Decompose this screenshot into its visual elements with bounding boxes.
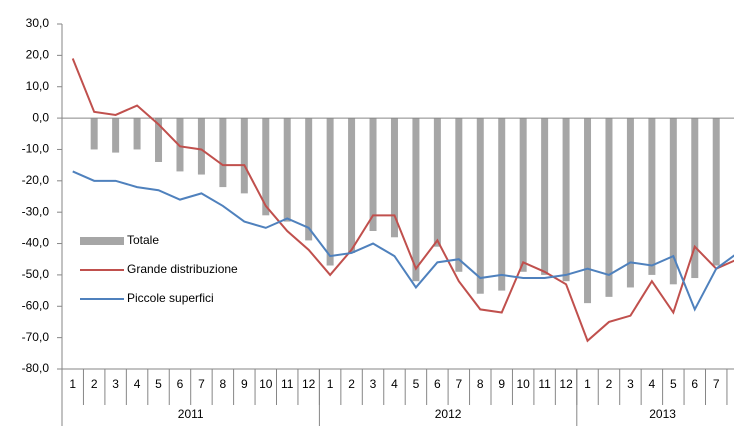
- x-tick-label: 9: [498, 377, 505, 391]
- y-tick-label: 30,0: [26, 16, 50, 30]
- bar: [541, 118, 549, 275]
- group-label: 2012: [435, 407, 462, 421]
- y-tick-label: -10,0: [22, 142, 50, 156]
- x-tick-label: 6: [691, 377, 698, 391]
- group-label: 2013: [649, 407, 676, 421]
- bar: [90, 118, 98, 150]
- x-tick-label: 1: [584, 377, 591, 391]
- bar: [133, 118, 141, 150]
- legend-label: Totale: [127, 233, 159, 247]
- x-tick-label: 2: [91, 377, 98, 391]
- x-tick-label: 12: [559, 377, 573, 391]
- bar: [712, 118, 720, 266]
- y-tick-label: -70,0: [22, 330, 50, 344]
- x-tick-label: 10: [516, 377, 530, 391]
- bar: [219, 118, 227, 188]
- line: [71, 58, 734, 343]
- bar: [369, 118, 377, 231]
- x-tick-label: 5: [155, 377, 162, 391]
- bar: [455, 118, 463, 272]
- x-tick-label: 5: [670, 377, 677, 391]
- bar: [669, 118, 677, 285]
- legend-label: Grande distribuzione: [127, 262, 238, 276]
- x-tick-label: 4: [134, 377, 141, 391]
- x-tick-label: 2: [606, 377, 613, 391]
- y-tick-label: -40,0: [22, 236, 50, 250]
- x-tick-label: 7: [713, 377, 720, 391]
- x-tick-label: 10: [259, 377, 273, 391]
- x-tick-label: 8: [220, 377, 227, 391]
- bar: [433, 118, 441, 247]
- x-tick-label: 9: [241, 377, 248, 391]
- y-tick-label: -20,0: [22, 173, 50, 187]
- y-tick-label: -50,0: [22, 267, 50, 281]
- y-tick-label: -30,0: [22, 204, 50, 218]
- bar: [262, 118, 270, 216]
- x-tick-label: 7: [198, 377, 205, 391]
- x-tick-label: 2: [348, 377, 355, 391]
- y-tick-label: 20,0: [26, 48, 50, 62]
- legend-swatch: [80, 237, 124, 245]
- y-tick-label: -80,0: [22, 361, 50, 375]
- bar: [197, 118, 205, 175]
- x-tick-label: 7: [455, 377, 462, 391]
- y-tick-label: -60,0: [22, 298, 50, 312]
- x-tick-label: 4: [391, 377, 398, 391]
- x-tick-label: 5: [413, 377, 420, 391]
- bar: [390, 118, 398, 238]
- bar: [648, 118, 656, 275]
- bar: [498, 118, 506, 291]
- line: [72, 170, 734, 312]
- x-tick-label: 6: [177, 377, 184, 391]
- bar: [326, 118, 334, 266]
- bar: [112, 118, 120, 153]
- x-tick-label: 11: [281, 377, 294, 391]
- x-tick-label: 3: [627, 377, 634, 391]
- bar: [155, 118, 163, 162]
- x-tick-label: 1: [69, 377, 76, 391]
- y-tick-label: 0,0: [32, 110, 49, 124]
- x-tick-label: 8: [477, 377, 484, 391]
- legend-label: Piccole superfici: [127, 291, 214, 305]
- bar: [283, 118, 291, 222]
- x-tick-label: 1: [327, 377, 334, 391]
- x-tick-label: 4: [649, 377, 656, 391]
- x-tick-label: 6: [434, 377, 441, 391]
- x-tick-label: 3: [370, 377, 377, 391]
- bar: [519, 118, 527, 272]
- y-tick-label: 10,0: [26, 79, 50, 93]
- bar: [562, 118, 570, 282]
- bar: [626, 118, 634, 288]
- x-tick-label: 12: [302, 377, 316, 391]
- bar: [605, 118, 613, 297]
- group-label: 2011: [178, 407, 204, 421]
- bar: [305, 118, 313, 241]
- bar: [691, 118, 699, 279]
- bar: [412, 118, 420, 282]
- bar: [240, 118, 248, 194]
- bar: [176, 118, 184, 172]
- bar: [348, 118, 356, 253]
- bar: [476, 118, 484, 294]
- x-tick-label: 3: [112, 377, 119, 391]
- x-tick-label: 11: [538, 377, 551, 391]
- bar: [584, 118, 592, 304]
